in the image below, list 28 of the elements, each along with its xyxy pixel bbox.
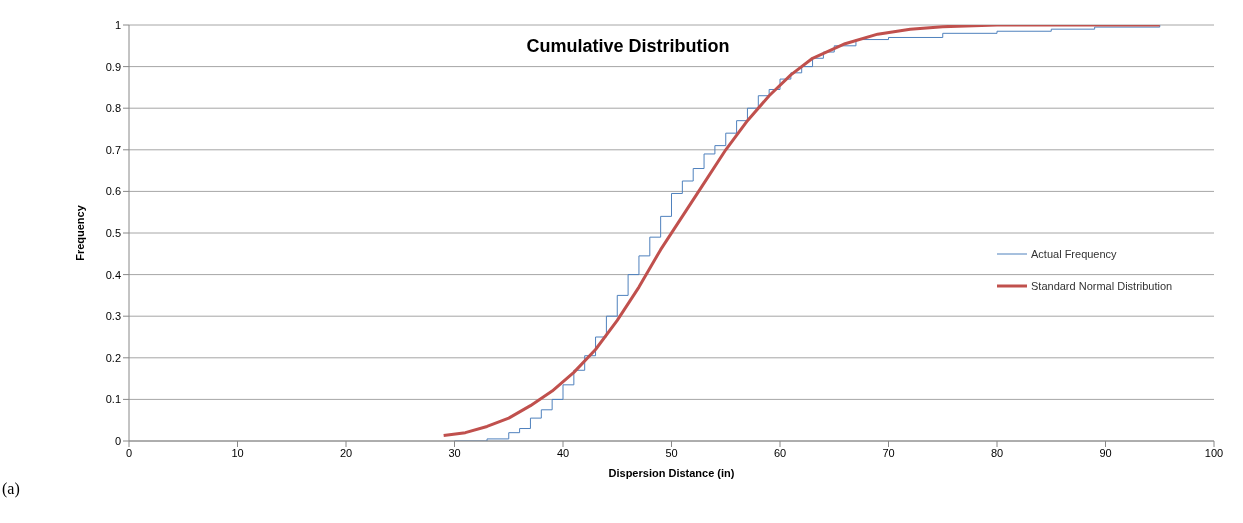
legend-label: Actual Frequency <box>1031 248 1117 260</box>
x-tick-label: 10 <box>231 446 244 459</box>
x-tick-label: 60 <box>773 446 787 459</box>
y-tick-label: 0.4 <box>105 268 121 281</box>
y-tick-label: 0 <box>114 434 121 447</box>
y-tick-label: 0.9 <box>105 60 121 73</box>
y-axis-title: Frequency <box>73 204 86 261</box>
text: (a) <box>2 480 20 498</box>
x-tick-label: 70 <box>882 446 895 459</box>
y-tick-label: 0.7 <box>105 143 121 156</box>
y-tick-label: 0.2 <box>105 351 121 364</box>
x-tick-label: 80 <box>990 446 1004 459</box>
x-tick-label: 90 <box>1099 446 1112 459</box>
x-tick-label: 40 <box>556 446 570 459</box>
x-tick-label: 20 <box>339 446 353 459</box>
x-axis-title: Dispersion Distance (in) <box>608 467 735 479</box>
x-tick-label: 100 <box>1204 446 1224 459</box>
x-tick-label: 0 <box>125 446 133 459</box>
x-tick-label: 30 <box>448 446 461 459</box>
y-tick-label: 0.1 <box>105 393 121 406</box>
y-tick-label: 1 <box>114 18 121 31</box>
y-tick-label: 0.6 <box>105 185 121 198</box>
legend-label: Standard Normal Distribution <box>1031 280 1173 292</box>
y-tick-label: 0.5 <box>105 226 121 239</box>
y-tick-label: 0.3 <box>105 310 121 323</box>
y-tick-label: 0.8 <box>105 102 121 115</box>
x-tick-label: 50 <box>665 446 678 459</box>
text: Cumulative Distribution <box>526 36 730 56</box>
